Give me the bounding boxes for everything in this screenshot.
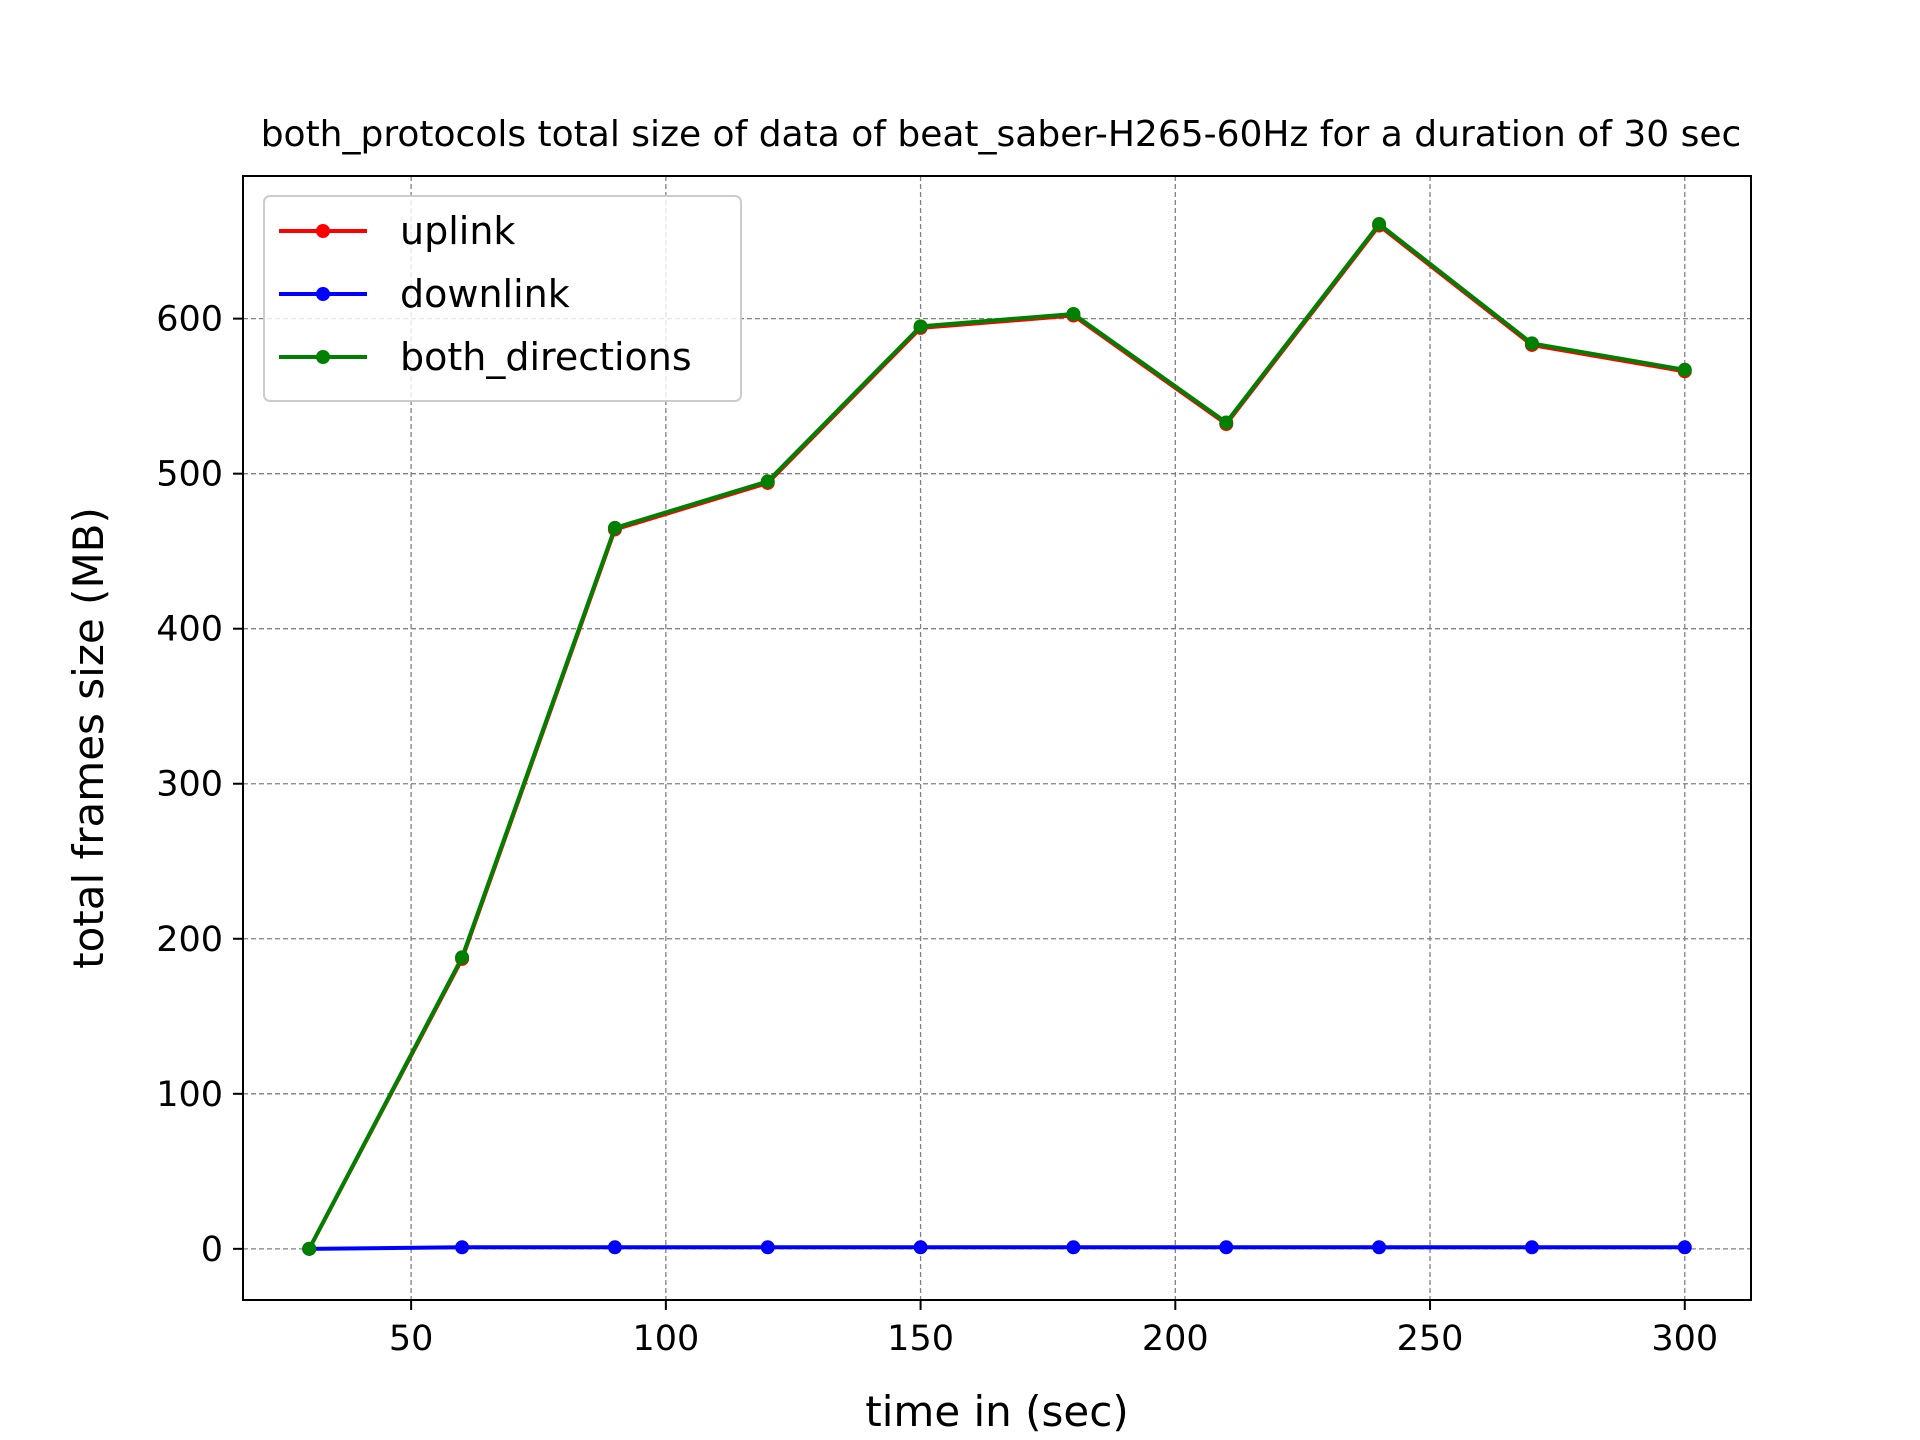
y-axis: 0 100 200 300 400 500 600 — [156, 300, 243, 1270]
x-tick-label: 250 — [1397, 1319, 1464, 1359]
legend-marker-both_directions — [316, 350, 330, 364]
plot-area-frame — [242, 175, 1752, 1301]
data-point-downlink — [1677, 1240, 1692, 1255]
legend-label-both_directions: both_directions — [400, 335, 692, 379]
data-point-downlink — [1066, 1240, 1081, 1255]
data-point-both_directions — [455, 950, 470, 965]
data-point-both_directions — [913, 319, 928, 334]
legend-marker-downlink — [316, 287, 330, 301]
data-point-both_directions — [1372, 217, 1387, 232]
data-point-downlink — [607, 1240, 622, 1255]
data-point-downlink — [455, 1240, 470, 1255]
data-point-both_directions — [607, 520, 622, 535]
data-point-downlink — [913, 1240, 928, 1255]
x-axis: 50 100 150 200 250 300 — [389, 1300, 1718, 1359]
x-tick-label: 300 — [1651, 1319, 1718, 1359]
data-point-both_directions — [1066, 306, 1081, 321]
data-point-both_directions — [1524, 336, 1539, 351]
data-point-both_directions — [1677, 362, 1692, 377]
data-point-downlink — [760, 1240, 775, 1255]
data-point-downlink — [1219, 1240, 1234, 1255]
series-line-downlink — [309, 1245, 1685, 1251]
legend-label-uplink: uplink — [400, 209, 515, 253]
y-axis-label: total frames size (MB) — [64, 507, 113, 969]
x-axis-label: time in (sec) — [865, 1387, 1128, 1436]
y-tick-label: 600 — [156, 300, 223, 340]
y-tick-label: 500 — [156, 455, 223, 495]
legend-box — [263, 195, 742, 402]
chart-title: both_protocols total size of data of bea… — [261, 114, 1742, 155]
legend: uplink downlink both_directions — [263, 195, 742, 402]
y-tick-label: 400 — [156, 610, 223, 650]
legend-marker-uplink — [316, 224, 330, 238]
y-tick-label: 0 — [201, 1230, 223, 1270]
data-point-downlink — [1372, 1240, 1387, 1255]
series-downlink — [302, 1240, 1692, 1256]
x-tick-label: 150 — [887, 1319, 954, 1359]
y-tick-label: 300 — [156, 765, 223, 805]
series-layer — [302, 217, 1692, 1256]
series-both_directions — [302, 217, 1692, 1256]
data-point-both_directions — [760, 474, 775, 489]
y-tick-label: 100 — [156, 1075, 223, 1115]
y-tick-label: 200 — [156, 920, 223, 960]
x-tick-label: 100 — [632, 1319, 699, 1359]
series-line-both_directions — [307, 222, 1686, 1250]
data-point-both_directions — [302, 1241, 317, 1256]
x-tick-label: 50 — [389, 1319, 434, 1359]
data-point-downlink — [1524, 1240, 1539, 1255]
x-tick-label: 200 — [1142, 1319, 1209, 1359]
data-point-both_directions — [1219, 415, 1234, 430]
legend-entries: uplink downlink both_directions — [279, 209, 692, 379]
legend-label-downlink: downlink — [400, 272, 570, 316]
grid-lines — [243, 176, 1751, 1300]
